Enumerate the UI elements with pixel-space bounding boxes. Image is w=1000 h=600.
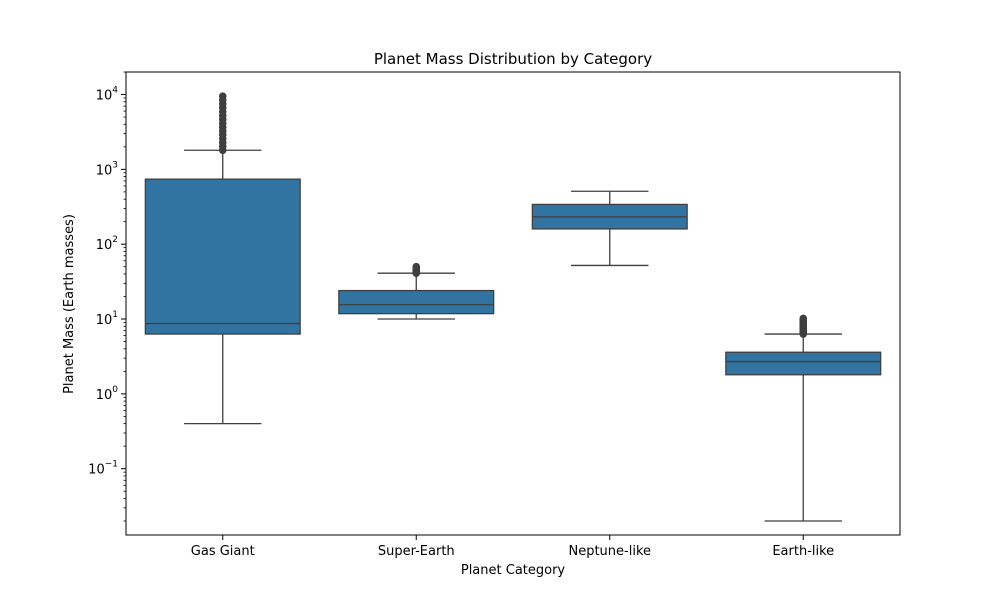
x-axis-title: Planet Category (461, 563, 566, 578)
iqr-box (144, 178, 301, 335)
box-group-super-earth (338, 262, 495, 320)
outlier-marker (218, 92, 227, 100)
y-tick-label: 100 (96, 385, 119, 403)
y-axis-title: Planet Mass (Earth masses) (62, 214, 77, 394)
outlier-marker (412, 262, 421, 271)
iqr-box (338, 289, 495, 315)
x-tick-label: Gas Giant (191, 544, 255, 559)
plot-area: Gas Giant Super-Earth Neptune-like Earth-li… (88, 71, 901, 559)
y-tick-label: 103 (96, 160, 118, 178)
box-group-gas-giant (144, 92, 301, 425)
x-tick-label: Super-Earth (378, 544, 455, 559)
outlier-marker (799, 314, 808, 323)
y-tick-label: 104 (96, 86, 119, 104)
iqr-box (725, 351, 882, 376)
box-group-neptune-like (531, 190, 688, 267)
y-tick-label: 101 (96, 310, 118, 328)
box-group-earth-like (725, 314, 882, 522)
x-tick-label: Earth-like (772, 544, 834, 559)
y-tick-label: 10−1 (88, 460, 118, 478)
chart-title: Planet Mass Distribution by Category (374, 50, 652, 68)
y-tick-label: 102 (96, 235, 118, 253)
plot-frame (125, 71, 901, 536)
x-tick-label: Neptune-like (568, 544, 651, 559)
